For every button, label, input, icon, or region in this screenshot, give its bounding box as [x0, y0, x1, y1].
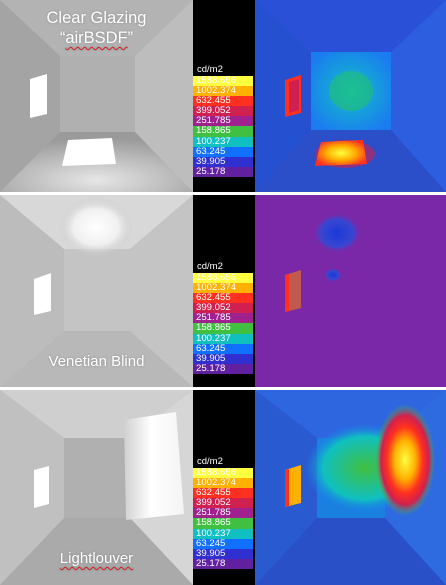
window — [34, 273, 51, 315]
legend-tick: 25.178 — [193, 559, 253, 569]
render-lightlouver: Lightlouver — [0, 390, 193, 585]
falsecolor-image — [255, 195, 446, 387]
falsecolor-image — [255, 390, 446, 585]
legend-unit: cd/m2 — [197, 64, 223, 75]
caption-line-1: Lightlouver — [0, 550, 193, 568]
caption-line-1: Venetian Blind — [0, 353, 193, 371]
row-venetian-blind: Venetian Blind cd/m2 1588.656 1002.374 6… — [0, 195, 446, 387]
legend-tick: 25.178 — [193, 167, 253, 177]
legend-ticks: 1588.656 1002.374 632.455 399.052 251.78… — [193, 468, 253, 569]
caption-underlined-word: airBSDF — [65, 29, 127, 47]
legend-lightlouver: cd/m2 1588.656 1002.374 632.455 399.052 … — [193, 390, 255, 585]
caption-line-1: Clear Glazing — [0, 8, 193, 28]
legend-ticks: 1588.656 1002.374 632.455 399.052 251.78… — [193, 273, 253, 374]
row-clear-glazing: Clear Glazing “airBSDF” cd/m2 1588.656 1… — [0, 0, 446, 192]
caption-venetian-blind: Venetian Blind — [0, 353, 193, 371]
falsecolor-venetian-blind — [255, 195, 446, 387]
bright-wall-patch — [124, 412, 184, 520]
falsecolor-image — [255, 0, 446, 192]
caption-clear-glazing: Clear Glazing “airBSDF” — [0, 8, 193, 48]
render-venetian-blind: Venetian Blind — [0, 195, 193, 387]
legend-unit: cd/m2 — [197, 261, 223, 272]
render-clear-glazing: Clear Glazing “airBSDF” — [0, 0, 193, 192]
legend-venetian-blind: cd/m2 1588.656 1002.374 632.455 399.052 … — [193, 195, 255, 387]
caption-line-2: “airBSDF” — [0, 28, 193, 48]
row-lightlouver: Lightlouver cd/m2 1588.656 1002.374 632.… — [0, 390, 446, 585]
window — [30, 74, 47, 118]
falsecolor-lightlouver — [255, 390, 446, 585]
legend-unit: cd/m2 — [197, 456, 223, 467]
legend-clear-glazing: cd/m2 1588.656 1002.374 632.455 399.052 … — [193, 0, 255, 192]
window — [34, 466, 49, 508]
caption-lightlouver: Lightlouver — [0, 550, 193, 568]
legend-tick: 25.178 — [193, 364, 253, 374]
falsecolor-clear-glazing — [255, 0, 446, 192]
sunpatch — [62, 138, 116, 166]
legend-ticks: 1588.656 1002.374 632.455 399.052 251.78… — [193, 76, 253, 177]
